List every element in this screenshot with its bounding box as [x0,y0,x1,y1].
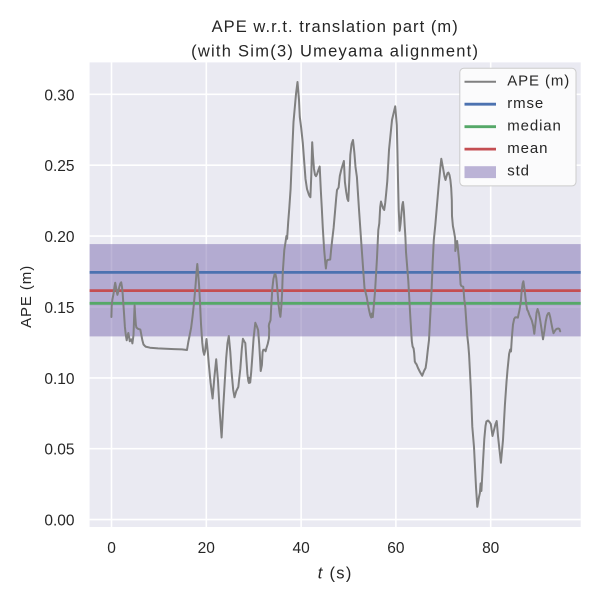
svg-text:std: std [507,163,530,180]
svg-text:0.05: 0.05 [44,442,74,459]
svg-text:APE (m): APE (m) [507,73,570,90]
svg-text:0.15: 0.15 [44,300,74,317]
svg-text:0.30: 0.30 [44,87,75,104]
svg-text:0.20: 0.20 [44,229,75,246]
svg-text:APE w.r.t. translation part (m: APE w.r.t. translation part (m) [212,18,459,36]
svg-text:APE (m): APE (m) [18,265,35,328]
svg-text:40: 40 [292,540,310,557]
svg-text:80: 80 [482,540,500,557]
svg-text:mean: mean [507,140,548,157]
svg-text:0.25: 0.25 [44,158,74,175]
svg-text:60: 60 [387,540,405,557]
svg-text:t (s): t (s) [318,564,353,582]
svg-text:(with Sim(3) Umeyama alignment: (with Sim(3) Umeyama alignment) [191,43,479,61]
svg-text:median: median [507,118,562,135]
svg-text:20: 20 [198,540,216,557]
svg-text:0.10: 0.10 [44,371,75,388]
svg-text:rmse: rmse [507,95,544,112]
svg-text:0: 0 [107,540,116,557]
svg-text:0.00: 0.00 [44,513,75,530]
